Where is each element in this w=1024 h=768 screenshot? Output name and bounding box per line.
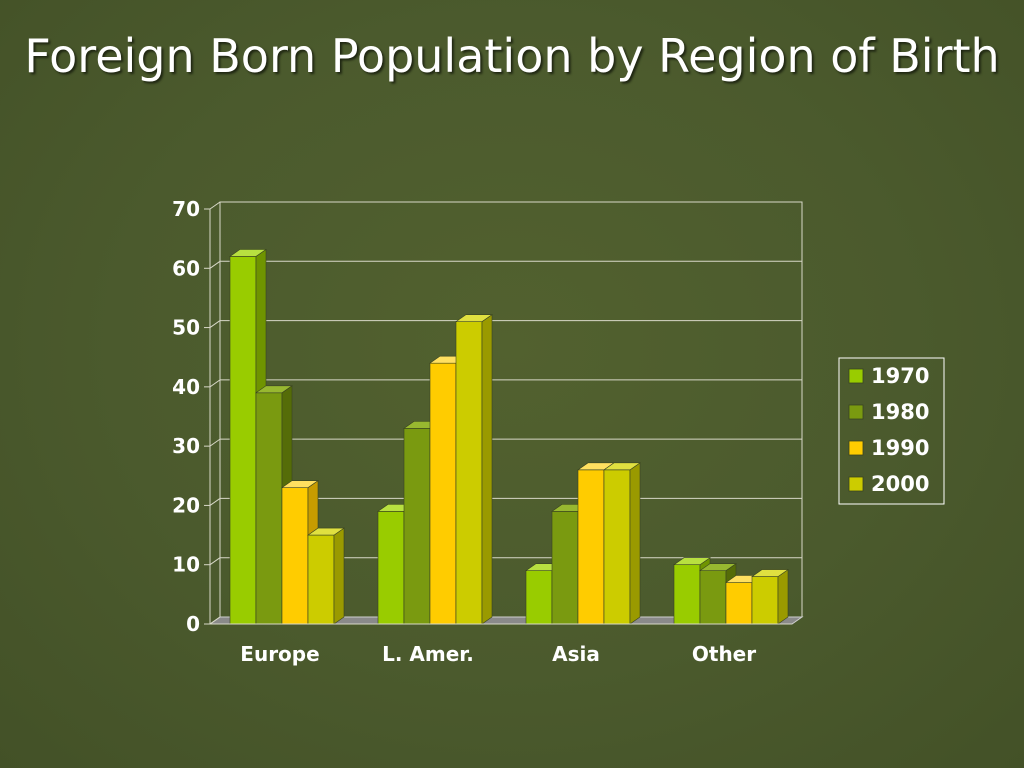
legend-item[interactable]: 2000: [848, 472, 929, 496]
bar-top: [699, 563, 737, 571]
bar-front: [377, 511, 405, 625]
bar-group: [229, 248, 789, 625]
bar-front: [699, 570, 727, 625]
legend-swatch: [848, 476, 864, 492]
bar-side: [481, 314, 493, 625]
bar-front: [455, 321, 483, 625]
y-tick-label: 0: [186, 612, 200, 636]
bar-front: [725, 582, 753, 625]
bar-top: [307, 527, 345, 536]
legend[interactable]: 1970 1980 1990 2000: [838, 357, 945, 505]
bar-front: [751, 576, 779, 625]
legend-swatch: [848, 440, 864, 456]
bar-front: [403, 428, 431, 625]
legend-label: 1990: [871, 436, 929, 460]
legend-label: 1980: [871, 400, 929, 424]
legend-swatch: [848, 404, 864, 420]
x-tick-label: Other: [692, 642, 756, 666]
gridline-side: [209, 557, 221, 566]
slide-title: Foreign Born Population by Region of Bir…: [24, 29, 1000, 83]
bar: [603, 462, 641, 625]
legend-label: 1970: [871, 364, 929, 388]
bar-front: [307, 534, 335, 625]
bar-front: [551, 511, 579, 625]
y-tick-label: 50: [172, 316, 200, 340]
gridline-side: [209, 379, 221, 388]
legend-swatch: [848, 368, 864, 384]
gridline-side: [209, 260, 221, 269]
legend-item[interactable]: 1970: [848, 364, 929, 388]
gridline-side: [209, 498, 221, 506]
bar-front: [281, 487, 309, 625]
bar: [751, 568, 789, 625]
y-tick-label: 70: [172, 197, 200, 221]
bar-top: [603, 462, 641, 471]
y-axis: 0 10 20 30 40 50 60 70: [172, 197, 221, 636]
bar-top: [281, 480, 319, 488]
bar-top: [255, 385, 293, 394]
gridline-side: [209, 201, 221, 210]
y-tick-label: 20: [172, 493, 200, 517]
bar: [281, 480, 319, 625]
bar-top: [751, 569, 789, 577]
y-tick-label: 40: [172, 375, 200, 399]
gridline-side: [209, 438, 221, 447]
bar-side: [333, 527, 345, 625]
legend-item[interactable]: 1980: [848, 400, 929, 424]
bar-front: [429, 362, 457, 625]
legend-label: 2000: [871, 472, 929, 496]
legend-item[interactable]: 1990: [848, 436, 929, 460]
bar-side: [629, 462, 641, 625]
y-tick-label: 10: [172, 553, 200, 577]
y-tick-label: 30: [172, 434, 200, 458]
bar: [455, 314, 493, 625]
bar-top: [673, 557, 711, 566]
bar-side: [777, 568, 789, 625]
bar-front: [525, 570, 553, 625]
x-tick-label: Asia: [552, 642, 600, 666]
bar-front: [577, 469, 605, 625]
gridline-side: [209, 616, 221, 625]
x-tick-label: L. Amer.: [382, 642, 474, 666]
x-tick-label: Europe: [240, 642, 319, 666]
x-axis: Europe L. Amer. Asia Other: [210, 623, 792, 666]
legend-box: [838, 357, 945, 505]
bar-front: [255, 392, 283, 625]
bar-top: [229, 249, 267, 257]
bar-front: [673, 564, 701, 625]
bar: [307, 527, 345, 625]
bar-front: [603, 469, 631, 625]
y-tick-label: 60: [172, 256, 200, 280]
bar-top: [455, 314, 493, 322]
bar-front: [229, 256, 257, 625]
gridline-side: [209, 320, 221, 328]
